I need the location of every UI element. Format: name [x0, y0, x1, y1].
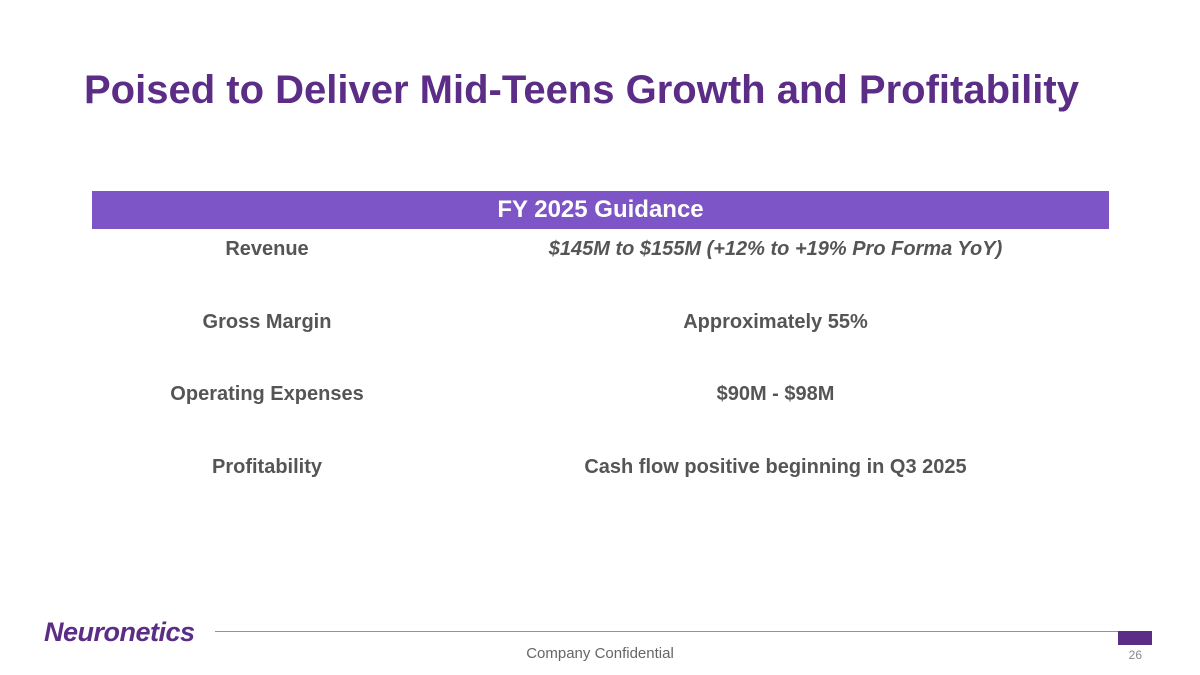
guidance-row-gross-margin: Gross Margin Approximately 55%	[92, 302, 1109, 375]
guidance-row-revenue: Revenue $145M to $155M (+12% to +19% Pro…	[92, 229, 1109, 302]
footer-divider	[215, 631, 1118, 632]
confidential-notice: Company Confidential	[526, 645, 674, 662]
row-value: $145M to $155M (+12% to +19% Pro Forma Y…	[548, 238, 1003, 260]
row-value: $90M - $98M	[716, 383, 835, 405]
guidance-table: Revenue $145M to $155M (+12% to +19% Pro…	[92, 229, 1109, 519]
row-label: Gross Margin	[202, 310, 332, 333]
guidance-table-header: FY 2025 Guidance	[92, 191, 1109, 229]
company-logo: Neuronetics	[44, 617, 195, 647]
row-value: Cash flow positive beginning in Q3 2025	[584, 455, 967, 478]
row-label: Profitability	[211, 455, 322, 478]
row-value: Approximately 55%	[683, 310, 868, 333]
row-label: Operating Expenses	[170, 383, 364, 405]
row-label: Revenue	[225, 238, 309, 260]
guidance-row-operating-expenses: Operating Expenses $90M - $98M	[92, 374, 1109, 447]
slide-title: Poised to Deliver Mid-Teens Growth and P…	[84, 68, 1079, 112]
guidance-row-profitability: Profitability Cash flow positive beginni…	[92, 447, 1109, 520]
page-number: 26	[1128, 648, 1142, 662]
footer-accent-block	[1118, 631, 1152, 645]
